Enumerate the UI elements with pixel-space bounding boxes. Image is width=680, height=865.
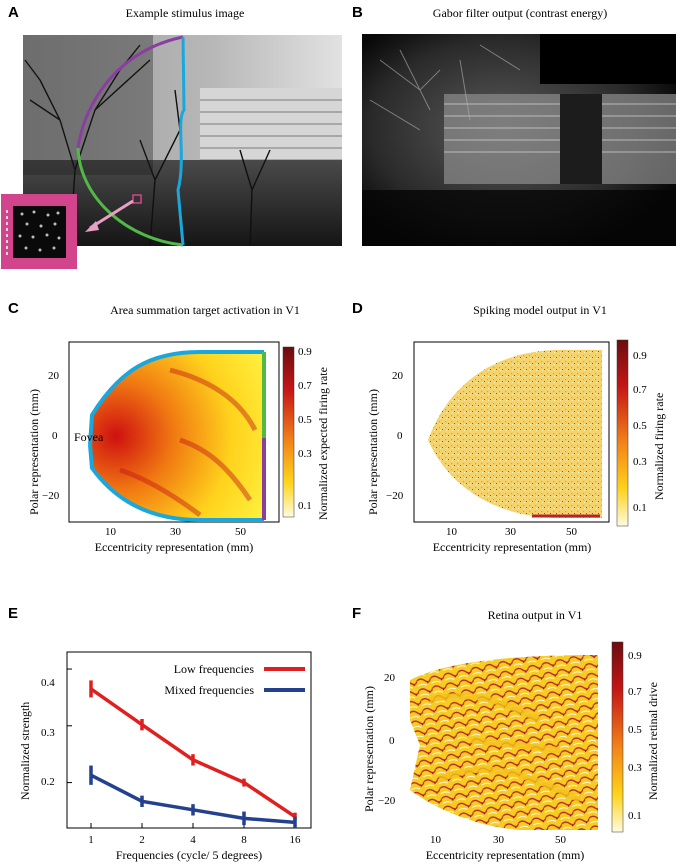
stimulus-image [1,35,342,269]
f-ytick-0: 0 [389,735,395,747]
c-ytick-neg20: −20 [42,490,60,502]
e-legend-label-0: Low frequencies [174,662,255,676]
c-ytick-20: 20 [48,370,59,382]
e-ytick-0.2: 0.2 [41,776,55,788]
panel-a-title: Example stimulus image [125,6,245,20]
d-cbar-tick-0.1: 0.1 [633,502,647,514]
panel-label-f: F [352,605,362,622]
d-xtick-10: 10 [446,526,457,538]
outline-purple [76,35,184,149]
f-ytick-neg20: −20 [378,795,396,807]
panel-d-colorbar [616,339,629,527]
panel-f-colorbar [611,641,624,833]
c-xtick-10: 10 [105,526,116,538]
panel-e-chart: 1 2 4 8 16 Low frequencies Mixed frequencies [66,651,312,846]
c-xtick-30: 30 [170,526,181,538]
panel-d-plot [413,339,629,527]
c-fovea-annotation: Fovea [74,430,104,444]
e-xtick-label-1: 1 [88,834,94,846]
panel-label-e: E [8,605,19,622]
c-cbar-tick-0.1: 0.1 [298,500,312,512]
panel-label-a: A [8,4,19,21]
d-xtick-30: 30 [505,526,516,538]
f-cbar-tick-0.1: 0.1 [628,810,642,822]
d-cbar-tick-0.3: 0.3 [633,456,647,468]
panel-label-b: B [352,4,363,21]
c-ytick-0: 0 [52,430,58,442]
f-ylabel: Polar representation (mm) [362,686,376,812]
gabor-output-image [362,34,676,246]
e-ytick-0.4: 0.4 [41,677,55,689]
panel-label-c: C [8,300,19,317]
c-xtick-50: 50 [235,526,246,538]
d-ytick-20: 20 [392,370,403,382]
outline-blue [176,36,186,246]
e-xtick-label-4: 4 [190,834,196,846]
e-xtick-label-8: 8 [241,834,247,846]
f-xlabel: Eccentricity representation (mm) [425,848,585,862]
d-ytick-0: 0 [397,430,403,442]
panel-b-title: Gabor filter output (contrast energy) [432,6,608,20]
d-cbar-tick-0.7: 0.7 [633,384,647,396]
e-xlabel: Frequencies (cycle/ 5 degrees) [115,848,263,862]
panel-d-title: Spiking model output in V1 [473,303,607,317]
d-xlabel: Eccentricity representation (mm) [432,540,592,554]
c-cbar-tick-0.7: 0.7 [298,380,312,392]
f-cbar-tick-0.3: 0.3 [628,762,642,774]
c-cbar-tick-0.9: 0.9 [298,346,312,358]
e-plot-frame [66,651,312,829]
e-xtick-label-16: 16 [290,834,302,846]
panel-c-plot [68,341,295,523]
c-xlabel: Eccentricity representation (mm) [94,540,254,554]
f-xtick-50: 50 [555,834,566,846]
f-ytick-20: 20 [384,672,395,684]
f-cbar-tick-0.7: 0.7 [628,686,642,698]
d-cbar-tick-0.5: 0.5 [633,420,647,432]
f-cbar-tick-0.5: 0.5 [628,724,642,736]
f-xtick-10: 10 [430,834,441,846]
d-cbar-tick-0.9: 0.9 [633,350,647,362]
f-cbar-label: Normalized retinal drive [646,682,660,800]
f-xtick-30: 30 [493,834,504,846]
c-cbar-tick-0.5: 0.5 [298,414,312,426]
d-xtick-50: 50 [566,526,577,538]
c-cbar-tick-0.3: 0.3 [298,448,312,460]
f-cbar-tick-0.9: 0.9 [628,650,642,662]
panel-label-d: D [352,300,363,317]
panel-c-colorbar [282,346,295,518]
e-xtick-label-2: 2 [139,834,145,846]
panel-c-title: Area summation target activation in V1 [110,303,300,317]
d-ytick-neg20: −20 [386,490,404,502]
e-ytick-0.3: 0.3 [41,727,55,739]
panel-f-title: Retina output in V1 [487,608,583,622]
e-legend-label-1: Mixed frequencies [164,683,254,697]
